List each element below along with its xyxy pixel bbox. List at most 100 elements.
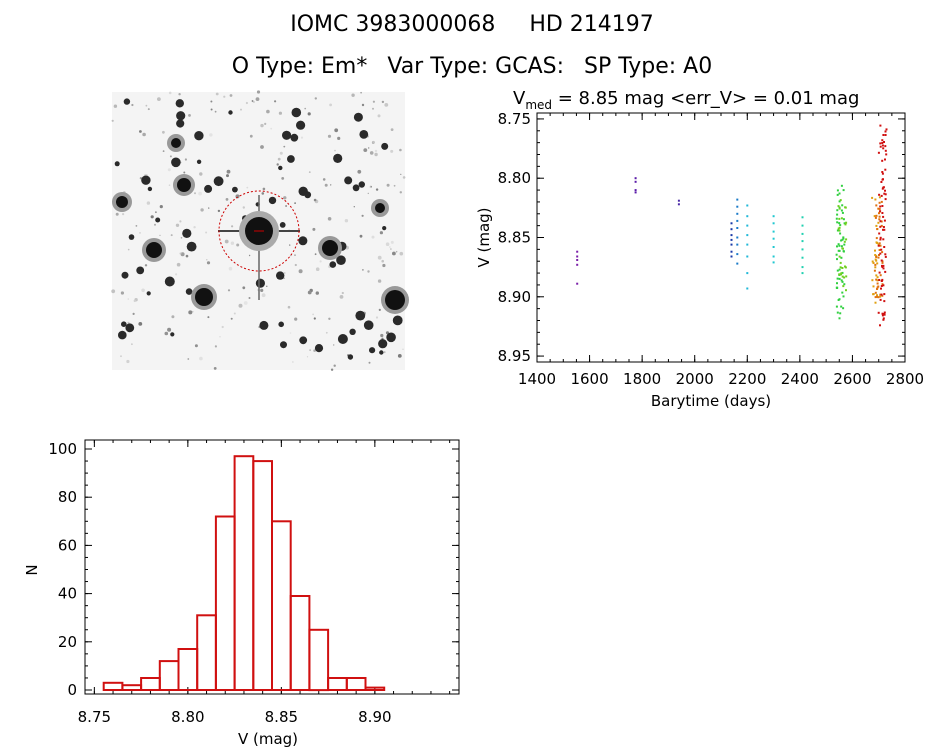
data-point xyxy=(878,196,881,199)
faint-star xyxy=(226,169,231,174)
x-tick-label: 1600 xyxy=(570,370,608,388)
faint-star xyxy=(333,344,335,346)
y-tick-label: 8.90 xyxy=(498,288,531,306)
histogram-bar xyxy=(214,515,236,691)
data-point xyxy=(881,278,884,281)
faint-star xyxy=(150,215,154,219)
faint-star xyxy=(230,317,233,320)
data-point xyxy=(772,261,775,264)
faint-star xyxy=(168,184,171,186)
faint-star xyxy=(261,293,266,298)
data-point xyxy=(801,256,804,259)
faint-star xyxy=(266,285,268,287)
star xyxy=(196,159,202,164)
data-point xyxy=(730,228,733,231)
star xyxy=(123,98,131,105)
data-point xyxy=(880,259,883,262)
faint-star xyxy=(341,291,344,295)
data-point xyxy=(879,145,882,148)
data-point xyxy=(874,249,876,252)
star xyxy=(171,157,181,168)
data-point xyxy=(634,180,637,183)
faint-star xyxy=(209,133,213,137)
faint-star xyxy=(285,205,288,207)
star xyxy=(282,130,292,140)
data-point xyxy=(736,205,739,208)
data-point xyxy=(634,189,637,192)
star xyxy=(359,130,369,139)
y-tick-label: 20 xyxy=(58,633,77,651)
star xyxy=(170,332,175,337)
faint-star xyxy=(327,217,332,221)
data-point xyxy=(772,255,775,258)
faint-star xyxy=(333,364,336,367)
data-point xyxy=(838,255,841,258)
histogram-bar xyxy=(196,614,217,691)
faint-star xyxy=(180,237,183,239)
star xyxy=(299,336,308,345)
data-point xyxy=(878,271,881,274)
data-point xyxy=(875,237,878,240)
data-point xyxy=(883,141,885,143)
data-point xyxy=(843,243,846,246)
faint-star xyxy=(120,355,122,358)
data-point xyxy=(884,145,887,148)
bright-star xyxy=(375,203,385,213)
faint-star xyxy=(141,288,145,293)
data-point xyxy=(876,228,879,231)
star xyxy=(329,261,337,268)
data-point xyxy=(845,289,847,292)
star xyxy=(353,112,363,122)
star xyxy=(228,110,233,115)
data-point xyxy=(878,193,881,196)
data-point xyxy=(879,238,882,241)
data-point xyxy=(879,244,882,247)
data-point xyxy=(677,199,680,202)
data-point xyxy=(875,214,878,217)
faint-star xyxy=(213,367,217,370)
faint-star xyxy=(371,235,375,239)
data-point xyxy=(875,256,878,258)
faint-star xyxy=(200,208,204,212)
faint-star xyxy=(171,315,175,319)
data-point xyxy=(881,312,884,315)
data-point xyxy=(836,258,838,261)
histogram-frame xyxy=(84,439,460,695)
faint-star xyxy=(312,227,316,231)
data-point xyxy=(836,277,839,280)
faint-star xyxy=(194,344,198,348)
faint-star xyxy=(162,130,165,134)
faint-star xyxy=(381,100,385,104)
data-point xyxy=(844,266,847,269)
faint-star xyxy=(266,109,270,114)
star xyxy=(363,320,374,331)
data-point xyxy=(879,225,882,228)
star xyxy=(176,119,185,128)
faint-star xyxy=(375,188,379,191)
data-point xyxy=(878,242,881,245)
data-point xyxy=(875,274,878,277)
data-point xyxy=(746,234,749,237)
faint-star xyxy=(210,100,213,103)
faint-star xyxy=(178,93,181,96)
faint-star xyxy=(175,273,178,276)
faint-star xyxy=(145,104,148,107)
y-tick-label: 8.80 xyxy=(498,169,531,187)
data-point xyxy=(836,229,839,232)
faint-star xyxy=(390,248,392,250)
data-point xyxy=(841,267,844,269)
faint-star xyxy=(135,225,138,227)
faint-star xyxy=(262,187,266,191)
faint-star xyxy=(319,260,322,263)
star xyxy=(337,334,348,344)
histogram-bar xyxy=(252,460,274,691)
star xyxy=(278,165,283,171)
faint-star xyxy=(328,317,331,320)
data-point xyxy=(736,219,739,222)
data-point xyxy=(841,280,844,283)
data-point xyxy=(884,255,887,258)
faint-star xyxy=(167,327,172,332)
data-point xyxy=(838,277,841,280)
faint-star xyxy=(229,94,233,97)
data-point xyxy=(836,311,839,314)
